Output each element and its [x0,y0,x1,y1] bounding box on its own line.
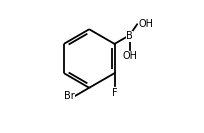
Text: B: B [125,31,132,41]
Text: Br: Br [64,91,74,101]
Text: OH: OH [138,19,153,29]
Text: F: F [111,88,117,97]
Text: OH: OH [121,51,136,61]
